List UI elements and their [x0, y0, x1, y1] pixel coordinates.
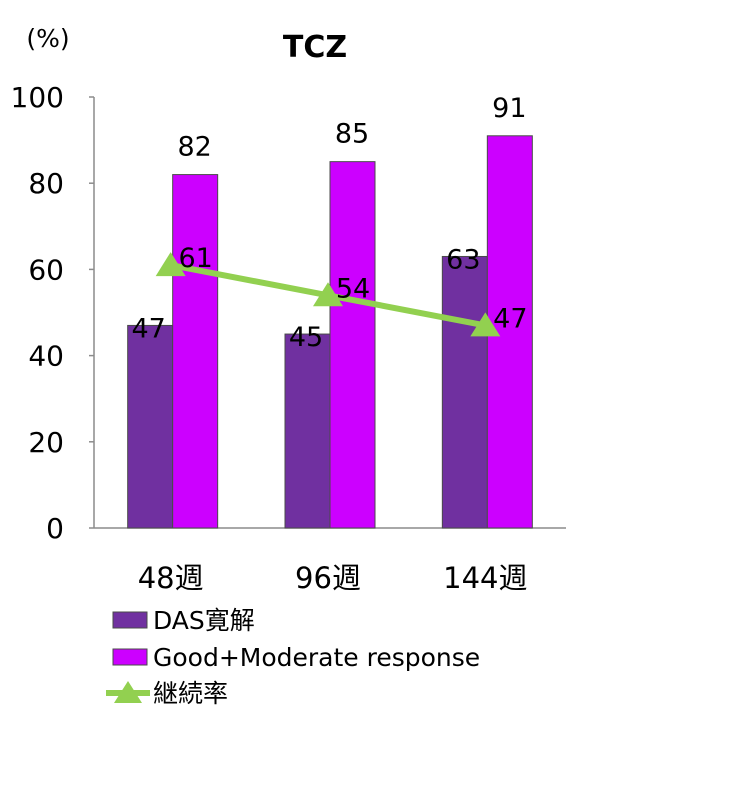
y-tick-label: 80 — [28, 167, 64, 200]
y-unit-label: (%) — [26, 24, 69, 53]
bar-data-label: 45 — [289, 322, 323, 353]
y-tick-label: 100 — [11, 81, 64, 114]
y-tick-label: 60 — [28, 253, 64, 286]
bars — [127, 135, 533, 529]
bar-data-label: 85 — [335, 119, 369, 150]
y-tick-label: 0 — [46, 512, 64, 545]
y-tick-label: 40 — [28, 340, 64, 373]
legend-triangle-marker — [114, 681, 142, 703]
y-axis: 0 20 40 60 80 100 — [11, 81, 95, 545]
bar-data-label: 63 — [446, 244, 480, 275]
triangle-marker — [313, 282, 343, 307]
bar-data-label: 82 — [177, 132, 211, 163]
y-tick-label: 20 — [28, 426, 64, 459]
legend-swatch — [112, 611, 148, 629]
x-tick-label: 144週 — [443, 561, 527, 595]
line-data-label: 54 — [336, 273, 370, 304]
bar-das-remission — [127, 324, 174, 529]
continuation-line — [155, 252, 501, 337]
x-tick-label: 96週 — [295, 561, 361, 595]
bar-good-moderate-response — [329, 161, 376, 529]
x-tick-label: 48週 — [138, 561, 204, 595]
chart-title: TCZ — [283, 30, 347, 65]
triangle-marker — [470, 312, 501, 337]
legend-label: 継続率 — [153, 679, 228, 708]
bar-good-moderate-response — [172, 174, 219, 529]
triangle-marker — [155, 252, 186, 277]
line-data-label: 61 — [178, 243, 212, 274]
line-data-label: 47 — [493, 303, 527, 334]
bar-data-label: 91 — [492, 93, 526, 124]
x-axis: 48週 96週 144週 — [94, 527, 566, 595]
legend: DAS寛解 Good+Moderate response 継続率 — [106, 606, 480, 708]
legend-label: DAS寛解 — [153, 606, 255, 635]
data-labels: 47 45 63 82 85 91 61 54 47 — [131, 93, 527, 353]
legend-label: Good+Moderate response — [153, 643, 480, 672]
bar-das-remission — [441, 255, 488, 529]
bar-data-label: 47 — [131, 313, 165, 344]
legend-swatch — [112, 648, 148, 666]
bar-das-remission — [284, 333, 331, 529]
